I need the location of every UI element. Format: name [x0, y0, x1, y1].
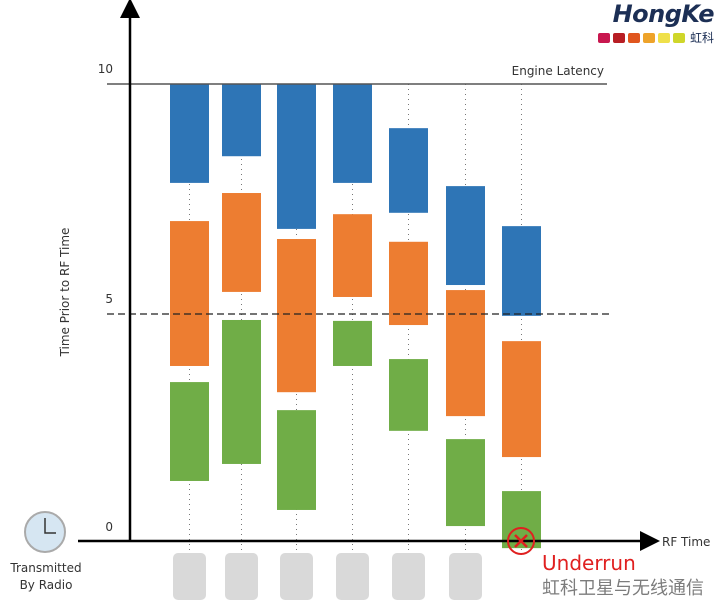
logo-swatch: [627, 32, 640, 43]
logo-swatch: [597, 32, 610, 43]
green-bar: [446, 439, 485, 527]
blue-bar: [333, 84, 372, 183]
radio-label-line2: By Radio: [19, 578, 73, 592]
x-axis-label: RF Time: [662, 535, 710, 549]
blue-bar: [222, 84, 261, 157]
orange-bar: [222, 193, 261, 292]
blue-bar: [170, 84, 209, 183]
radio-slot: [392, 553, 425, 600]
green-bar: [170, 382, 209, 481]
radio-slot: [280, 553, 313, 600]
y-tick-label: 10: [98, 62, 113, 76]
underrun-circle-icon: [507, 527, 535, 555]
radio-slot: [449, 553, 482, 600]
hongke-logo: HongKe 虹科: [597, 0, 715, 46]
watermark: 虹科卫星与无线通信: [542, 578, 704, 599]
orange-bar: [446, 290, 485, 417]
underrun-x-icon: [514, 534, 528, 548]
blue-bar: [389, 128, 428, 213]
green-bar: [277, 410, 316, 510]
blue-bar: [277, 84, 316, 229]
y-tick-label: 5: [105, 292, 113, 306]
radio-slot: [336, 553, 369, 600]
logo-text: HongKe: [612, 0, 715, 28]
orange-bar: [333, 214, 372, 297]
engine-latency-label: Engine Latency: [512, 64, 604, 78]
blue-bar: [502, 226, 541, 316]
transmitted-by-radio-label: Transmitted By Radio: [6, 560, 86, 594]
logo-swatch: [612, 32, 625, 43]
orange-bar: [389, 241, 428, 326]
clock-hands-icon: [44, 518, 56, 534]
underrun-label: Underrun: [542, 551, 636, 575]
y-tick-label: 0: [105, 520, 113, 534]
logo-swatch: [657, 32, 670, 43]
radio-slot: [225, 553, 258, 600]
orange-bar: [502, 341, 541, 458]
orange-bar: [170, 221, 209, 366]
y-axis-label: Time Prior to RF Time: [58, 228, 72, 358]
blue-bar: [446, 186, 485, 286]
orange-bar: [277, 239, 316, 393]
green-bar: [389, 359, 428, 431]
logo-swatch: [642, 32, 655, 43]
radio-slot: [173, 553, 206, 600]
logo-swatches: 虹科: [597, 29, 714, 46]
green-bar: [333, 320, 372, 366]
logo-swatch: [672, 32, 685, 43]
green-bar: [222, 319, 261, 464]
radio-label-line1: Transmitted: [10, 561, 82, 575]
logo-subtext: 虹科: [689, 31, 714, 45]
